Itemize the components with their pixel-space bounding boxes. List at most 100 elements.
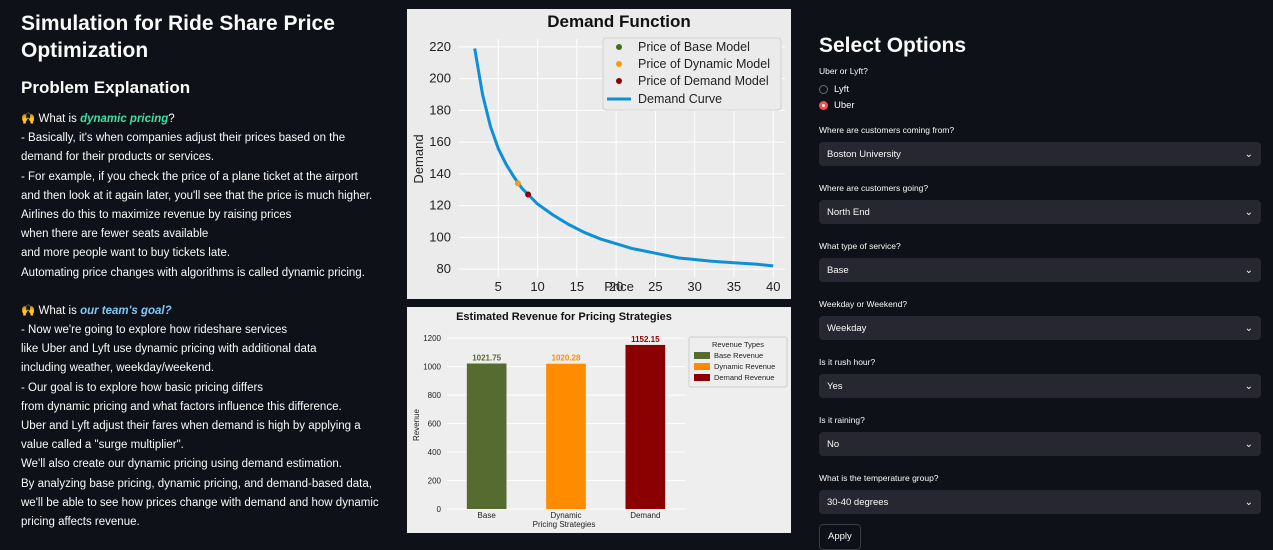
- weekday-select[interactable]: Weekday ⌄: [819, 316, 1261, 340]
- problem-text: 🙌 What is dynamic pricing? - Basically, …: [21, 110, 391, 532]
- y-tick-label: 220: [429, 39, 451, 54]
- q2-highlight: our team's goal?: [80, 304, 172, 317]
- radio-uber-circle[interactable]: [819, 100, 828, 110]
- destination-select[interactable]: North End ⌄: [819, 200, 1261, 224]
- legend-label: Demand Curve: [638, 92, 722, 106]
- q2-prefix: 🙌 What is: [21, 304, 81, 317]
- y-tick-label: 800: [428, 391, 442, 400]
- legend-label: Base Revenue: [714, 351, 763, 360]
- q1-prefix: 🙌 What is: [21, 113, 81, 125]
- bar-value-label: 1021.75: [472, 354, 501, 363]
- x-tick-label: 30: [687, 279, 701, 294]
- text-line: - Our goal is to explore how basic prici…: [21, 381, 264, 394]
- apply-button[interactable]: Apply: [819, 524, 861, 550]
- options-panel: Select Options Uber or Lyft? Lyft Uber W…: [819, 34, 1261, 550]
- text-line: - For example, if you check the price of…: [21, 170, 358, 183]
- x-tick-label: 40: [766, 279, 780, 294]
- x-tick-label: 20: [609, 279, 623, 294]
- text-line: like Uber and Lyft use dynamic pricing w…: [21, 343, 317, 356]
- y-tick-label: 140: [429, 166, 451, 181]
- y-tick-label: 0: [437, 505, 442, 514]
- chevron-down-icon: ⌄: [1244, 206, 1253, 218]
- legend-marker: [616, 61, 622, 67]
- destination-label: Where are customers going?: [819, 183, 929, 193]
- text-line: Automating price changes with algorithms…: [21, 266, 365, 279]
- legend-swatch: [694, 352, 710, 359]
- x-tick-label: 5: [495, 279, 502, 294]
- raining-value: No: [827, 438, 840, 450]
- x-tick-label: 10: [530, 279, 544, 294]
- bar-demand: [625, 344, 666, 509]
- origin-select[interactable]: Boston University ⌄: [819, 142, 1261, 166]
- x-tick-label: Demand: [630, 511, 660, 520]
- legend-title: Revenue Types: [712, 340, 764, 349]
- legend-box: [688, 336, 788, 388]
- y-tick-label: 100: [429, 229, 451, 244]
- text-line: We'll also create our dynamic pricing us…: [21, 458, 342, 471]
- x-tick-label: 25: [648, 279, 662, 294]
- text-line: demand for their products or services.: [21, 151, 215, 164]
- service-label: What type of service?: [819, 241, 901, 251]
- text-line: - Basically, it's when companies adjust …: [21, 132, 346, 145]
- bar-dynamic: [546, 363, 586, 509]
- y-tick-label: 1000: [423, 363, 441, 372]
- provider-label: Uber or Lyft?: [819, 66, 868, 76]
- legend-label: Demand Revenue: [714, 373, 774, 382]
- bar-value-label: 1020.28: [552, 354, 581, 363]
- rush-hour-value: Yes: [827, 380, 843, 392]
- demand-chart-svg: 5 10 15 20 25 30 35 40 80 100 120 140 160 180 200 220 De…: [411, 12, 785, 294]
- temperature-select[interactable]: 30-40 degrees ⌄: [819, 490, 1261, 514]
- text-line: value called a "surge multiplier".: [21, 439, 184, 452]
- explanation-column: Simulation for Ride Share Price Optimiza…: [21, 10, 391, 532]
- chevron-down-icon: ⌄: [1244, 264, 1253, 276]
- text-line: By analyzing base pricing, dynamic prici…: [21, 477, 372, 490]
- x-tick-label: 35: [727, 279, 741, 294]
- chevron-down-icon: ⌄: [1244, 380, 1253, 392]
- chevron-down-icon: ⌄: [1244, 438, 1253, 450]
- service-value: Base: [827, 264, 849, 276]
- provider-radio-group: Lyft Uber: [819, 83, 1261, 111]
- radio-uber-label: Uber: [834, 99, 855, 111]
- legend-marker: [616, 78, 622, 84]
- answer-team-goal: - Now we're going to explore how ridesha…: [21, 321, 391, 532]
- y-tick-label: 200: [429, 71, 451, 86]
- raining-select[interactable]: No ⌄: [819, 432, 1261, 456]
- y-tick-label: 120: [429, 198, 451, 213]
- legend-swatch: [694, 363, 710, 370]
- legend: Price of Base Model Price of Dynamic Mode…: [602, 37, 782, 111]
- x-tick-label: Base: [478, 511, 497, 520]
- answer-dynamic-pricing: - Basically, it's when companies adjust …: [21, 129, 391, 283]
- price-point-1: [514, 180, 521, 187]
- chevron-down-icon: ⌄: [1244, 496, 1253, 508]
- y-tick-label: 160: [429, 134, 451, 149]
- legend-label: Price of Dynamic Model: [638, 57, 770, 71]
- y-tick-label: 1200: [423, 334, 441, 343]
- y-tick-label: 80: [437, 261, 451, 276]
- text-line: from dynamic pricing and what factors in…: [21, 400, 342, 413]
- legend: Revenue Types Base Revenue Dynamic Revenue…: [688, 336, 788, 388]
- radio-uber[interactable]: Uber: [819, 99, 1261, 111]
- service-select[interactable]: Base ⌄: [819, 258, 1261, 282]
- text-line: Airlines do this to maximize revenue by …: [21, 209, 292, 222]
- x-axis-label: Price: [604, 279, 634, 294]
- legend-label: Price of Base Model: [638, 40, 750, 54]
- text-line: and then look at it again later, you'll …: [21, 189, 373, 202]
- y-tick-label: 200: [428, 477, 442, 486]
- y-tick-label: 180: [429, 102, 451, 117]
- legend-label: Price of Demand Model: [638, 74, 769, 88]
- raining-label: Is it raining?: [819, 415, 865, 425]
- question-dynamic-pricing: 🙌 What is dynamic pricing?: [21, 110, 391, 129]
- options-title: Select Options: [819, 34, 967, 57]
- radio-lyft[interactable]: Lyft: [819, 83, 1261, 95]
- destination-value: North End: [827, 206, 870, 218]
- text-line: Uber and Lyft adjust their fares when de…: [21, 420, 361, 433]
- rush-hour-select[interactable]: Yes ⌄: [819, 374, 1261, 398]
- legend-label: Dynamic Revenue: [714, 362, 775, 371]
- temperature-value: 30-40 degrees: [827, 496, 889, 508]
- revenue-chart-svg: 0 200 400 600 800 1000 1200 1021.75 Base 1020.28 D…: [412, 311, 788, 529]
- origin-value: Boston University: [827, 148, 901, 160]
- radio-lyft-circle[interactable]: [819, 84, 828, 94]
- text-line: pricing affects revenue.: [21, 516, 140, 529]
- app-title: Simulation for Ride Share Price Optimiza…: [21, 12, 335, 62]
- x-axis-label: Pricing Strategies: [533, 520, 596, 529]
